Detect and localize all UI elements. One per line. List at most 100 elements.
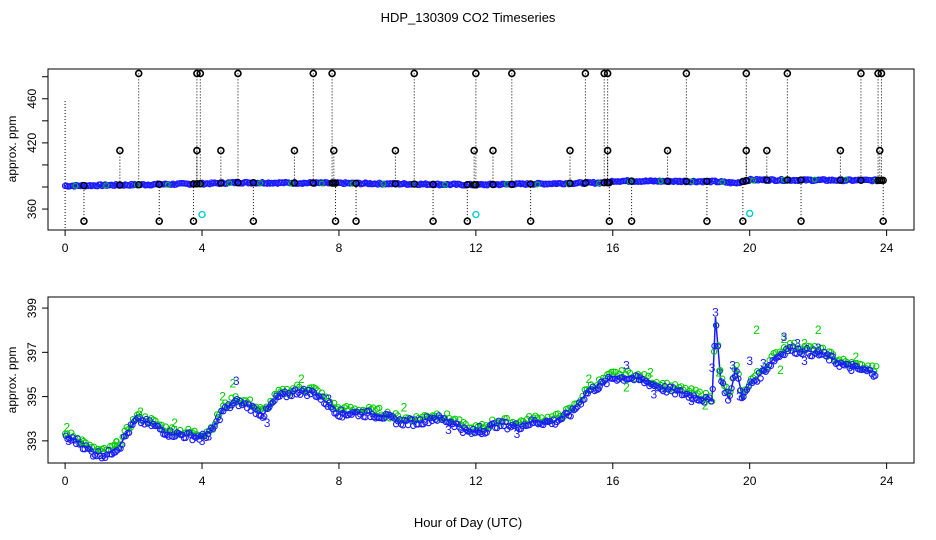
bottom-series-3-point [187,431,194,438]
spike-mid-marker [566,146,574,155]
bottom-flag-label-3: 3 [445,423,452,437]
spike-mid-marker [290,146,299,155]
top-x-tick-label: 0 [62,241,69,255]
top-baseline-green-point [349,180,356,187]
bottom-flag-label-2: 2 [79,434,86,448]
spike-low-marker [605,217,614,225]
spike-low-marker-base [352,179,360,188]
bottom-series-3-point [223,404,230,412]
bottom-series-3-point [728,385,735,392]
bottom-series-3-point [175,430,182,437]
spike-high-marker-base [857,176,865,185]
bottom-series-3-point [440,415,448,422]
spike-high-marker [472,69,480,78]
bottom-flag-label-2: 2 [63,421,70,435]
top-x-tick-label: 16 [606,241,620,255]
bottom-series-3-point [129,421,136,429]
bottom-series-3-point [194,433,201,440]
bottom-series-3-point [167,427,174,434]
spike-mid-marker [742,146,751,155]
bottom-series-3-point [365,407,372,414]
bottom-series-3-point [66,435,73,442]
top-baseline-green-point [781,176,787,183]
bottom-flag-label-3: 3 [325,392,332,406]
bottom-series-3-point [670,384,677,391]
bottom-series-3-point [216,416,223,424]
bottom-flag-label-3: 3 [264,416,271,430]
bottom-series-3-point [829,352,836,360]
bottom-series-3-point [249,402,256,409]
top-baseline-green-point [288,180,294,187]
spike-low-marker-base [797,176,805,184]
bottom-series-3-point [74,435,81,442]
bottom-series-3-point [757,375,764,382]
bottom-series-3-point [601,377,609,384]
top-x-tick-label: 20 [743,241,757,255]
spike-high-marker-base [196,180,205,188]
spike-mid-marker [489,146,497,155]
bottom-series-3-point [786,343,793,351]
spike-high-marker [682,69,691,78]
x-axis-title: Hour of Day (UTC) [414,515,522,530]
top-cyan-point [745,209,754,218]
bottom-series-3-point [345,412,352,419]
bottom-x-tick-label: 8 [336,474,343,488]
spike-mid-marker [193,146,201,155]
spike-mid-marker-base [391,180,400,188]
spike-low-marker [429,217,437,225]
spike-low-marker-base [155,180,163,189]
bottom-series-2-point [645,372,652,379]
bottom-series-3-point [754,378,761,385]
bottom-series-3-point [257,412,265,419]
top-y-tick-label: 360 [25,199,39,219]
bottom-series-3-point [716,368,723,375]
bottom-series-2-point [462,420,469,428]
spike-low-marker-base [627,177,636,185]
bottom-series-3-point [581,396,588,403]
spike-mid-marker [116,146,124,155]
bottom-series-3-point [707,398,715,405]
bottom-series-3-point [454,421,461,428]
bottom-series-3-point [146,417,153,424]
bottom-x-tick-label: 12 [469,474,483,488]
spike-high-marker [877,69,886,78]
bottom-flag-label-3: 3 [596,381,603,395]
bottom-flag-label-3: 3 [815,341,822,355]
bottom-flag-label-2: 2 [298,372,305,386]
bottom-series-3-point [683,390,691,398]
spike-mid-marker-base [836,176,845,184]
bottom-series-3-point [317,396,324,403]
spike-high-marker [600,69,609,78]
spike-high-marker [874,69,882,78]
bottom-series-3-point [336,413,343,420]
bottom-series-3-point [709,385,716,393]
bottom-series-3-point [658,386,665,393]
bottom-series-3-point [699,397,706,405]
bottom-series-3-point [125,429,133,436]
spike-mid-marker [663,146,672,155]
bottom-flag-label-3: 3 [637,372,644,386]
spike-low-marker [331,217,340,225]
spike-high-marker-base [581,179,590,187]
bottom-flag-label-2: 2 [137,405,144,419]
bottom-series-3-point [713,322,720,329]
spike-low-marker [463,217,472,225]
bottom-flag-label-2: 2 [702,398,709,412]
bottom-flag-label-3: 3 [476,421,483,435]
bottom-axes: 0 4 8 12 16 20 24 393 395 397 399 [25,298,894,488]
spike-high-marker-base [410,180,418,188]
bottom-series-3-point [735,375,742,382]
bottom-series-3-point [100,452,107,460]
bottom-flag-label-3: 3 [206,429,213,443]
bottom-flag-label-3: 3 [760,356,767,370]
bottom-flag-label-2: 2 [753,323,760,337]
bottom-series-3-point [671,391,679,398]
top-baseline-green-point [750,177,757,184]
bottom-flag-label-3: 3 [729,359,736,373]
spike-high-marker [193,69,201,78]
bottom-series-3-point [872,372,879,379]
top-baseline-green-point [318,180,325,187]
bottom-series-3-point [268,400,275,407]
